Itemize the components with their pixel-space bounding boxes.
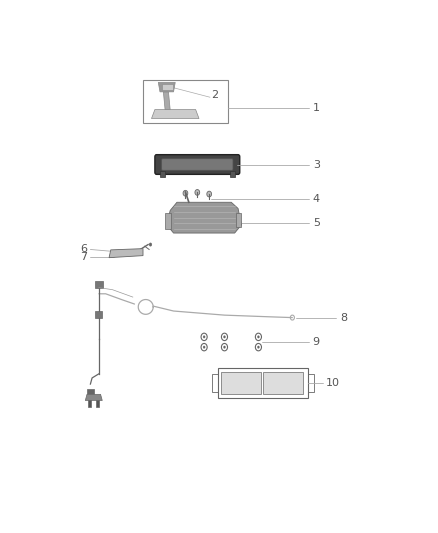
Circle shape: [203, 336, 205, 338]
Text: 6: 6: [80, 245, 87, 254]
Bar: [237, 213, 241, 227]
FancyBboxPatch shape: [155, 155, 240, 174]
Polygon shape: [109, 248, 143, 257]
Circle shape: [149, 243, 152, 246]
Circle shape: [258, 346, 259, 349]
Text: 8: 8: [340, 312, 347, 322]
Text: 2: 2: [212, 90, 219, 100]
Bar: [162, 84, 173, 90]
Polygon shape: [167, 202, 241, 233]
Bar: [165, 213, 171, 229]
Text: 4: 4: [313, 193, 320, 204]
Bar: [230, 172, 235, 177]
Text: 7: 7: [80, 252, 87, 262]
Polygon shape: [85, 394, 102, 400]
Bar: [212, 374, 219, 392]
Text: 1: 1: [313, 103, 320, 113]
Bar: [221, 372, 261, 394]
Bar: [88, 400, 91, 407]
Polygon shape: [163, 92, 170, 109]
Bar: [96, 400, 99, 407]
Bar: [95, 311, 102, 318]
Bar: [95, 281, 103, 288]
Circle shape: [203, 346, 205, 349]
FancyBboxPatch shape: [162, 159, 233, 170]
Text: 9: 9: [313, 337, 320, 347]
Text: 5: 5: [313, 218, 320, 228]
Text: 3: 3: [313, 160, 320, 170]
Polygon shape: [152, 109, 199, 118]
Bar: [218, 368, 307, 399]
Text: 10: 10: [326, 378, 340, 388]
Circle shape: [195, 190, 200, 195]
Bar: [87, 390, 95, 394]
Circle shape: [258, 336, 259, 338]
Circle shape: [183, 190, 188, 196]
Circle shape: [223, 336, 226, 338]
Bar: [160, 172, 165, 177]
Polygon shape: [158, 83, 175, 92]
Bar: [143, 80, 228, 124]
Bar: [307, 374, 314, 392]
Bar: [263, 372, 303, 394]
Circle shape: [223, 346, 226, 349]
Circle shape: [207, 191, 212, 197]
